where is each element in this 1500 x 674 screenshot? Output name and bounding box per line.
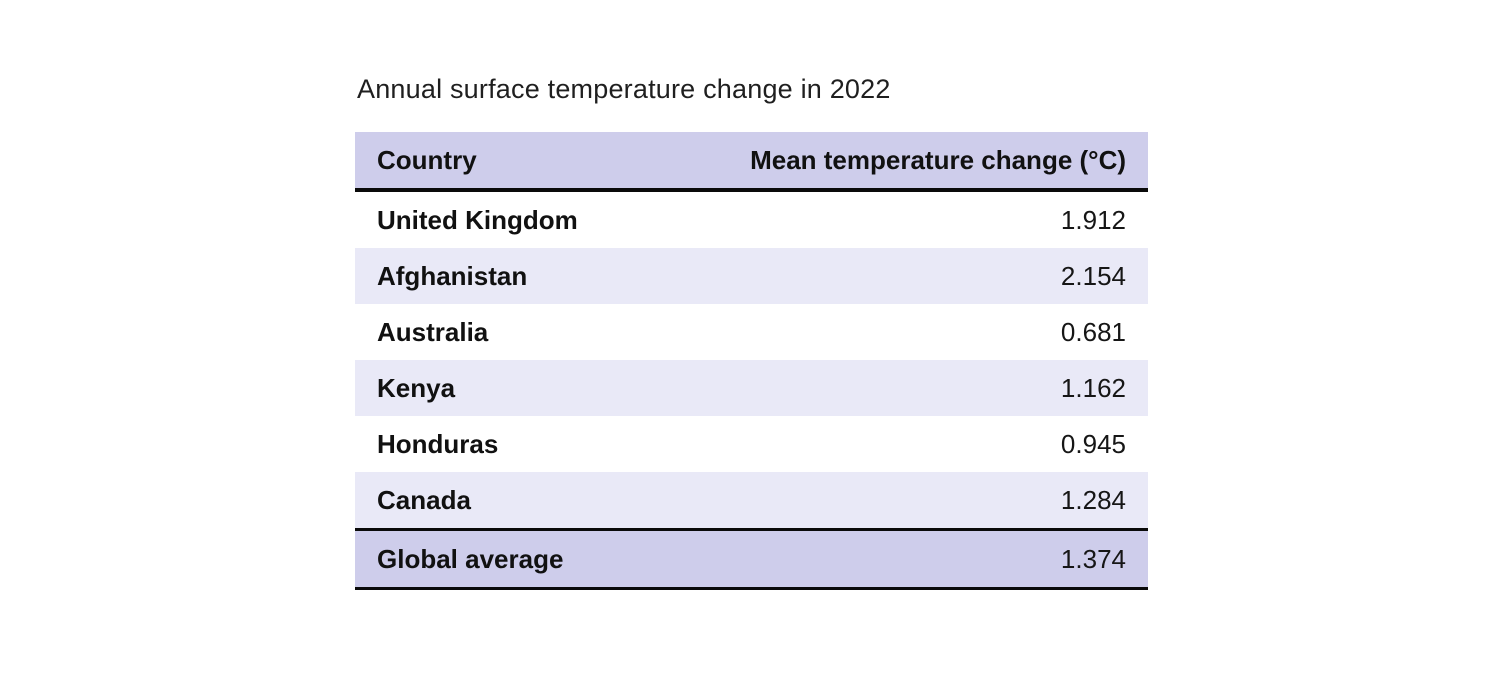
value-cell: 2.154 [1060,261,1126,291]
country-cell: Australia [377,317,489,347]
table-row: United Kingdom 1.912 [355,190,1148,248]
country-cell: Canada [377,485,471,515]
country-cell: United Kingdom [377,205,578,235]
value-cell: 0.681 [1060,317,1126,347]
table-body: United Kingdom 1.912 Afghanistan 2.154 A… [355,190,1148,530]
chart-title: Annual surface temperature change in 202… [357,74,891,104]
column-header-mean-temperature-change: Mean temperature change (°C) [750,145,1126,175]
table-row: Honduras 0.945 [355,416,1148,472]
value-cell: 1.162 [1060,373,1126,403]
table-row: Australia 0.681 [355,304,1148,360]
table-footer: Global average 1.374 [355,529,1148,589]
country-cell: Honduras [377,429,499,459]
country-cell: Kenya [377,373,456,403]
value-cell: 1.374 [1060,544,1126,574]
country-cell: Global average [377,544,564,574]
global-average-row: Global average 1.374 [355,529,1148,589]
value-cell: 1.912 [1060,205,1126,235]
temperature-table: Country Mean temperature change (°C) Uni… [355,132,1148,590]
table-row: Afghanistan 2.154 [355,248,1148,304]
value-cell: 1.284 [1060,485,1126,515]
table-row: Kenya 1.162 [355,360,1148,416]
header-row: Country Mean temperature change (°C) [355,132,1148,190]
value-cell: 0.945 [1060,429,1126,459]
table-header: Country Mean temperature change (°C) [355,132,1148,190]
table-row: Canada 1.284 [355,472,1148,530]
column-header-country: Country [377,145,477,175]
country-cell: Afghanistan [377,261,528,291]
